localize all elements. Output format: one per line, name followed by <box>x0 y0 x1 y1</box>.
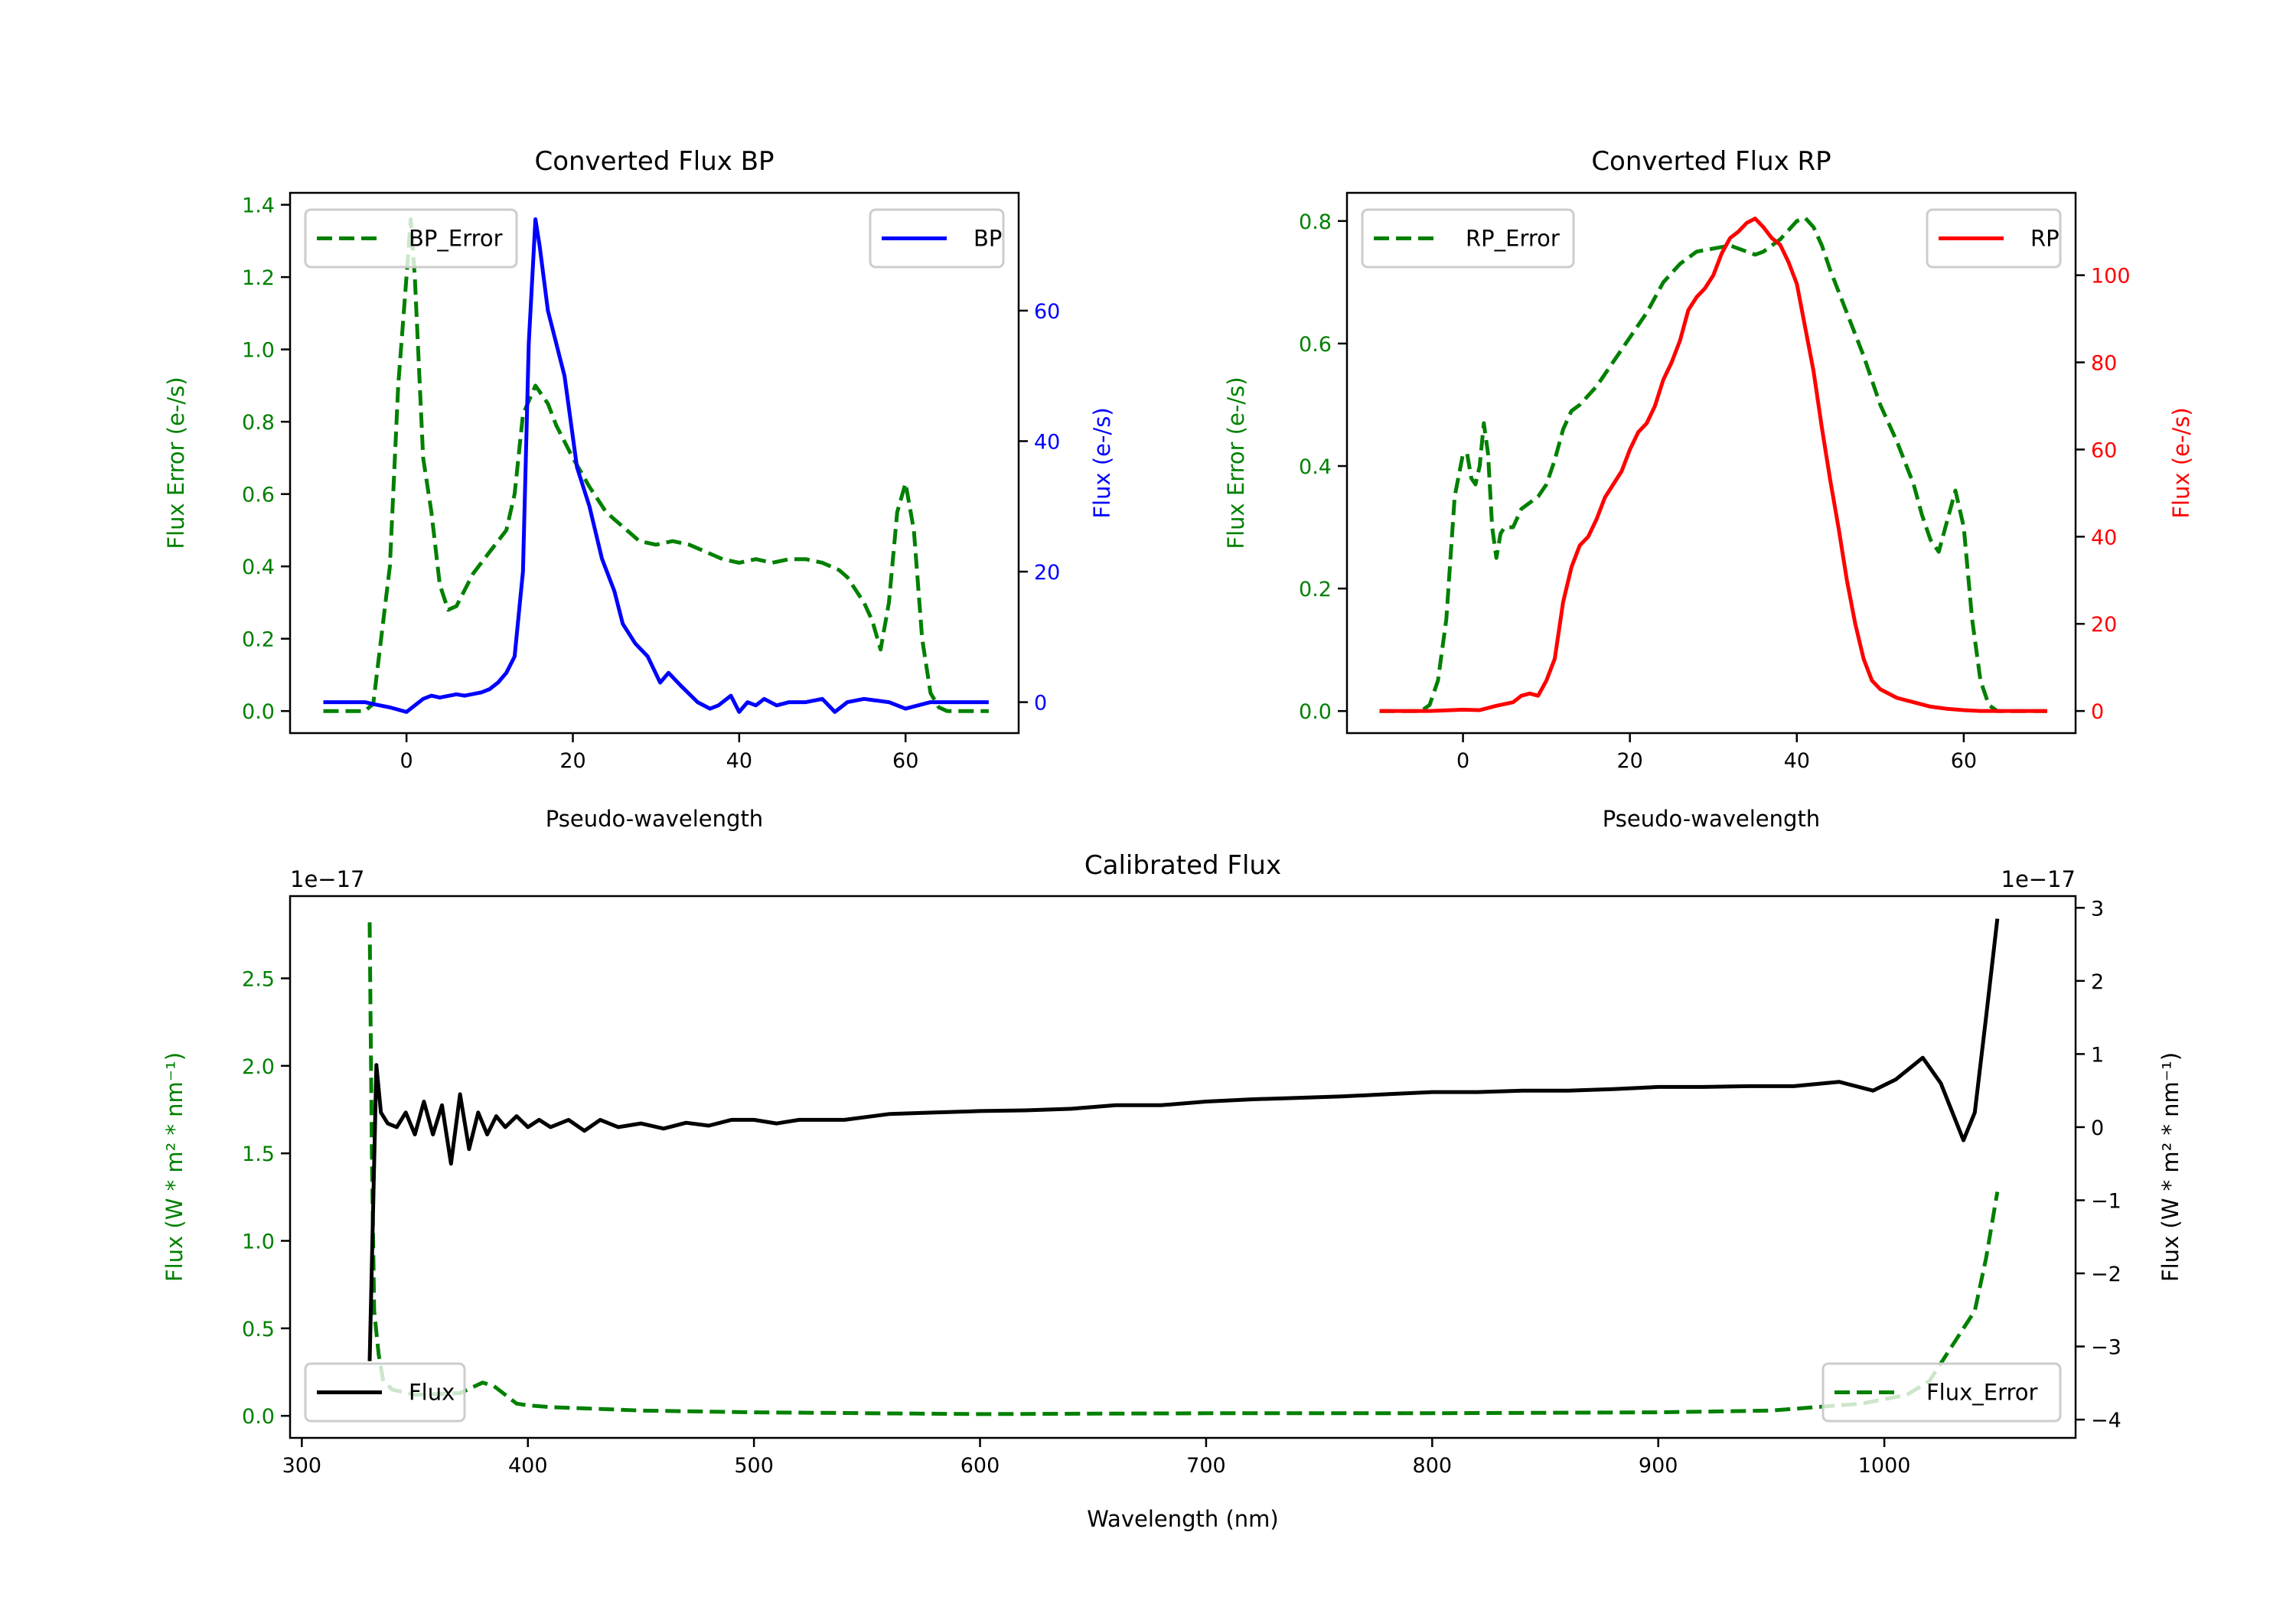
legend-rp-error: RP_Error <box>1361 208 1575 269</box>
x-axis-label: Pseudo-wavelength <box>546 806 763 832</box>
axes-frame <box>289 895 2077 1439</box>
right-y-tick-label: 40 <box>1034 430 1060 454</box>
panel-cal: Calibrated Flux Wavelength (nm) 300 400 500 6… <box>161 850 2183 1532</box>
left-y-axis-label: Flux Error (e-/s) <box>163 376 189 549</box>
left-axis-offset-label: 1e−17 <box>290 866 365 892</box>
legend-label: Flux <box>409 1380 455 1406</box>
x-tick-label: 700 <box>1186 1454 1226 1478</box>
right-y-tick-label: 60 <box>1034 300 1060 324</box>
x-tick-label: 20 <box>1616 749 1642 773</box>
right-y-tick-label: 0 <box>1034 692 1047 715</box>
chart-title: Calibrated Flux <box>1084 850 1281 881</box>
right-y-tick-label: 40 <box>2091 526 2117 549</box>
left-y-tick-label: 0.8 <box>242 411 275 435</box>
left-y-tick-label: 0.2 <box>1299 578 1332 601</box>
right-y-tick-label: 3 <box>2091 897 2104 921</box>
right-y-tick-label: −1 <box>2091 1189 2122 1213</box>
right-y-tick-label: −4 <box>2091 1409 2122 1433</box>
x-tick-label: 900 <box>1639 1454 1678 1478</box>
legend-flux: Flux <box>304 1362 466 1423</box>
x-tick-label: 40 <box>1784 749 1810 773</box>
left-y-tick-label: 2.0 <box>242 1055 275 1079</box>
series-line-rp-error <box>1379 216 2047 713</box>
x-tick-label: 300 <box>282 1454 322 1478</box>
x-tick-label: 40 <box>726 749 752 773</box>
left-y-tick-label: 1.0 <box>242 339 275 363</box>
left-y-tick-label: 2.5 <box>242 967 275 991</box>
right-y-tick-label: −3 <box>2091 1336 2122 1360</box>
left-y-tick-label: 0.2 <box>242 628 275 652</box>
x-tick-label: 800 <box>1413 1454 1453 1478</box>
x-axis-label: Wavelength (nm) <box>1087 1506 1279 1532</box>
series-line-bp <box>323 217 989 714</box>
x-tick-label: 20 <box>559 749 585 773</box>
left-y-tick-label: 0.0 <box>242 1405 275 1429</box>
left-y-tick-label: 0.0 <box>1299 700 1332 724</box>
left-y-tick-label: 1.0 <box>242 1231 275 1254</box>
series-line-flux <box>367 918 2000 1361</box>
legend-label: RP <box>2030 226 2060 252</box>
x-tick-label: 600 <box>960 1454 1000 1478</box>
legend-flux-error: Flux_Error <box>1821 1362 2062 1423</box>
right-y-tick-label: 0 <box>2091 1116 2104 1140</box>
right-y-tick-label: −2 <box>2091 1263 2122 1286</box>
left-y-axis-label: Flux (W * m² * nm⁻¹) <box>161 1052 188 1282</box>
right-y-tick-label: 80 <box>2091 352 2117 376</box>
legend-label: BP <box>974 226 1002 252</box>
left-y-tick-label: 1.4 <box>242 194 275 218</box>
x-tick-label: 0 <box>400 749 413 773</box>
left-y-tick-label: 1.5 <box>242 1143 275 1166</box>
right-y-tick-label: 100 <box>2091 265 2131 288</box>
right-y-tick-label: 2 <box>2091 970 2104 994</box>
legend-frame <box>1361 208 1575 269</box>
x-axis-label: Pseudo-wavelength <box>1603 806 1820 832</box>
right-y-axis-label: Flux (e-/s) <box>1089 407 1115 518</box>
x-tick-label: 60 <box>1951 749 1977 773</box>
left-y-tick-label: 0.8 <box>1299 210 1332 234</box>
axes-frame <box>289 191 1020 735</box>
right-axis-offset-label: 1e−17 <box>2001 866 2076 892</box>
x-tick-label: 500 <box>734 1454 774 1478</box>
x-tick-label: 400 <box>508 1454 548 1478</box>
panel-rp: Converted Flux RP Pseudo-wavelength 0 20 40 6… <box>1223 146 2194 832</box>
axes-frame <box>1345 191 2077 735</box>
legend-label: Flux_Error <box>1926 1380 2038 1406</box>
legend-bp: BP <box>869 208 1005 269</box>
legend-bp-error: BP_Error <box>304 208 518 269</box>
right-y-tick-label: 20 <box>1034 561 1060 585</box>
right-y-tick-label: 20 <box>2091 613 2117 637</box>
x-tick-label: 60 <box>892 749 918 773</box>
left-y-tick-label: 1.2 <box>242 266 275 290</box>
series-line-bp-error <box>323 217 989 713</box>
legend-rp: RP <box>1926 208 2062 269</box>
chart-title: Converted Flux BP <box>534 146 774 177</box>
chart-title: Converted Flux RP <box>1591 146 1831 177</box>
legend-label: RP_Error <box>1466 226 1560 252</box>
x-tick-label: 0 <box>1456 749 1469 773</box>
x-tick-label: 1000 <box>1858 1454 1911 1478</box>
left-y-tick-label: 0.0 <box>242 700 275 724</box>
legend-label: BP_Error <box>409 226 503 252</box>
right-y-axis-label: Flux (W * m² * nm⁻¹) <box>2157 1052 2183 1282</box>
left-y-tick-label: 0.6 <box>1299 333 1332 357</box>
right-y-tick-label: 1 <box>2091 1043 2104 1067</box>
legend-frame <box>304 208 518 269</box>
series-line-rp <box>1379 217 2047 713</box>
legend-frame <box>304 1362 466 1423</box>
left-y-axis-label: Flux Error (e-/s) <box>1223 376 1249 549</box>
right-y-axis-label: Flux (e-/s) <box>2168 407 2194 518</box>
panel-bp: Converted Flux BP Pseudo-wavelength 0 20 40 6… <box>163 146 1115 832</box>
left-y-tick-label: 0.4 <box>242 556 275 579</box>
left-y-tick-label: 0.5 <box>242 1318 275 1341</box>
left-y-tick-label: 0.6 <box>242 484 275 507</box>
right-y-tick-label: 0 <box>2091 700 2104 724</box>
legend-frame <box>1821 1362 2062 1423</box>
left-y-tick-label: 0.4 <box>1299 455 1332 479</box>
right-y-tick-label: 60 <box>2091 438 2117 462</box>
